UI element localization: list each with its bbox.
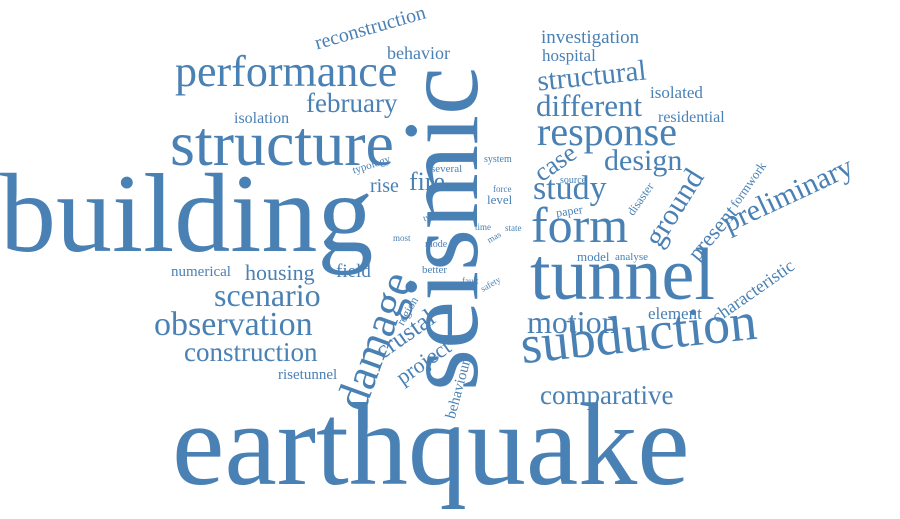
word-earthquake: earthquake [172,379,690,510]
word-motion: motion [527,304,618,340]
word-most: most [393,233,411,243]
word-source: source [560,175,587,186]
word-february: february [306,88,398,118]
word-form: form [531,197,629,253]
word-state: state [505,223,522,233]
word-tunnel: tunnel [530,234,715,316]
word-scenario: scenario [214,277,321,313]
word-study: study [533,170,607,207]
word-hospital: hospital [542,46,596,65]
word-time: time [475,222,491,232]
word-better: better [422,264,448,276]
word-housing: housing [245,260,315,285]
word-investigation: investigation [541,27,640,48]
word-building: building [0,152,374,276]
word-residential: residential [658,109,725,126]
word-numerical: numerical [171,264,231,280]
word-isolated: isolated [650,83,703,102]
word-mode: mode [425,239,448,250]
word-construction: construction [184,337,318,367]
word-structure: structure [170,108,394,179]
word-observation: observation [154,306,313,343]
word-comparative: comparative [540,380,674,410]
word-paper: paper [555,202,584,220]
word-model: model [577,249,610,264]
word-fire: fire [409,167,446,196]
word-behavior: behavior [387,43,450,63]
word-different: different [536,88,643,123]
word-risetunnel: risetunnel [278,367,338,383]
word-rise: rise [370,175,399,197]
word-isolation: isolation [234,110,290,127]
word-system: system [484,154,512,165]
word-performance: performance [175,47,398,96]
word-response: response [537,109,677,154]
word-several: several [431,163,463,175]
word-level: level [487,192,513,207]
word-field: field [336,261,371,282]
word-fault: fault [462,276,479,286]
word-element: element [648,304,702,323]
word-analyse: analyse [615,251,648,263]
word-force: force [493,184,512,194]
word-design: design [604,144,683,177]
